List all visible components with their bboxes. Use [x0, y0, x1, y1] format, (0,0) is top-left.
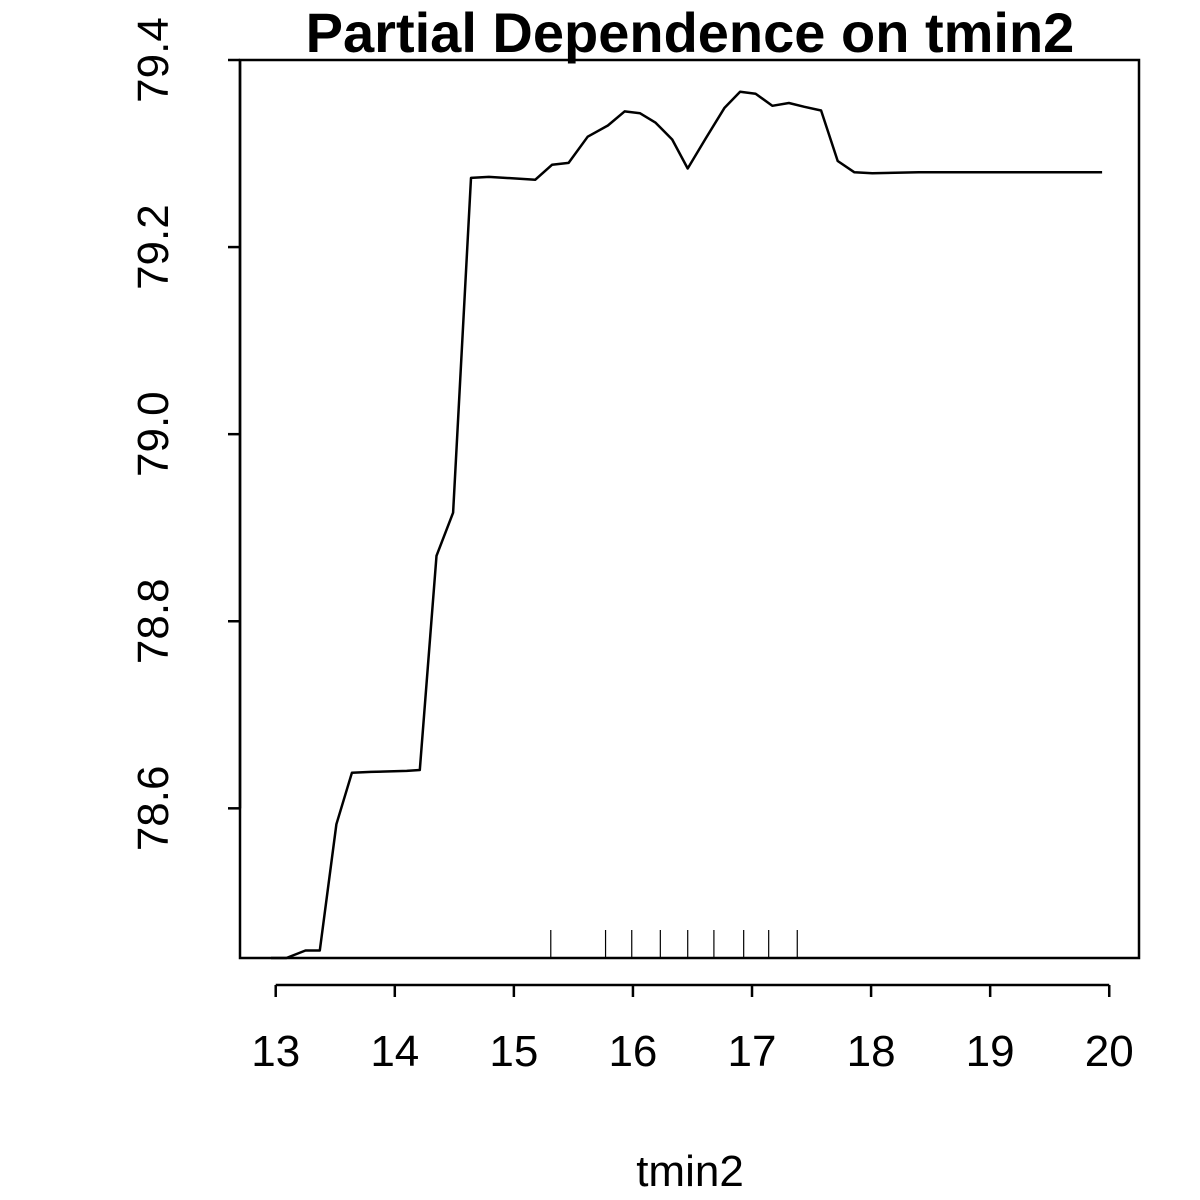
y-tick-label: 78.6 [129, 766, 178, 852]
partial-dependence-line [271, 90, 1103, 960]
x-tick-label: 20 [1085, 1027, 1134, 1076]
x-tick-label: 18 [847, 1027, 896, 1076]
x-tick-label: 19 [966, 1027, 1015, 1076]
y-tick-label: 79.4 [129, 17, 178, 103]
x-tick-label: 17 [728, 1027, 777, 1076]
x-axis-label: tmin2 [636, 1147, 744, 1196]
rug-marks [550, 930, 798, 958]
y-axis: 78.6 78.8 79.0 79.2 79.4 [129, 17, 242, 852]
chart-title: Partial Dependence on tmin2 [306, 1, 1075, 64]
x-tick-label: 16 [608, 1027, 657, 1076]
y-tick-label: 79.0 [129, 391, 178, 477]
y-tick-label: 79.2 [129, 204, 178, 290]
x-axis: 13 14 15 16 17 18 19 20 [251, 983, 1134, 1076]
x-tick-label: 14 [370, 1027, 419, 1076]
y-tick-label: 78.8 [129, 578, 178, 664]
plot-box [238, 58, 1141, 960]
x-tick-label: 15 [489, 1027, 538, 1076]
x-tick-label: 13 [251, 1027, 300, 1076]
